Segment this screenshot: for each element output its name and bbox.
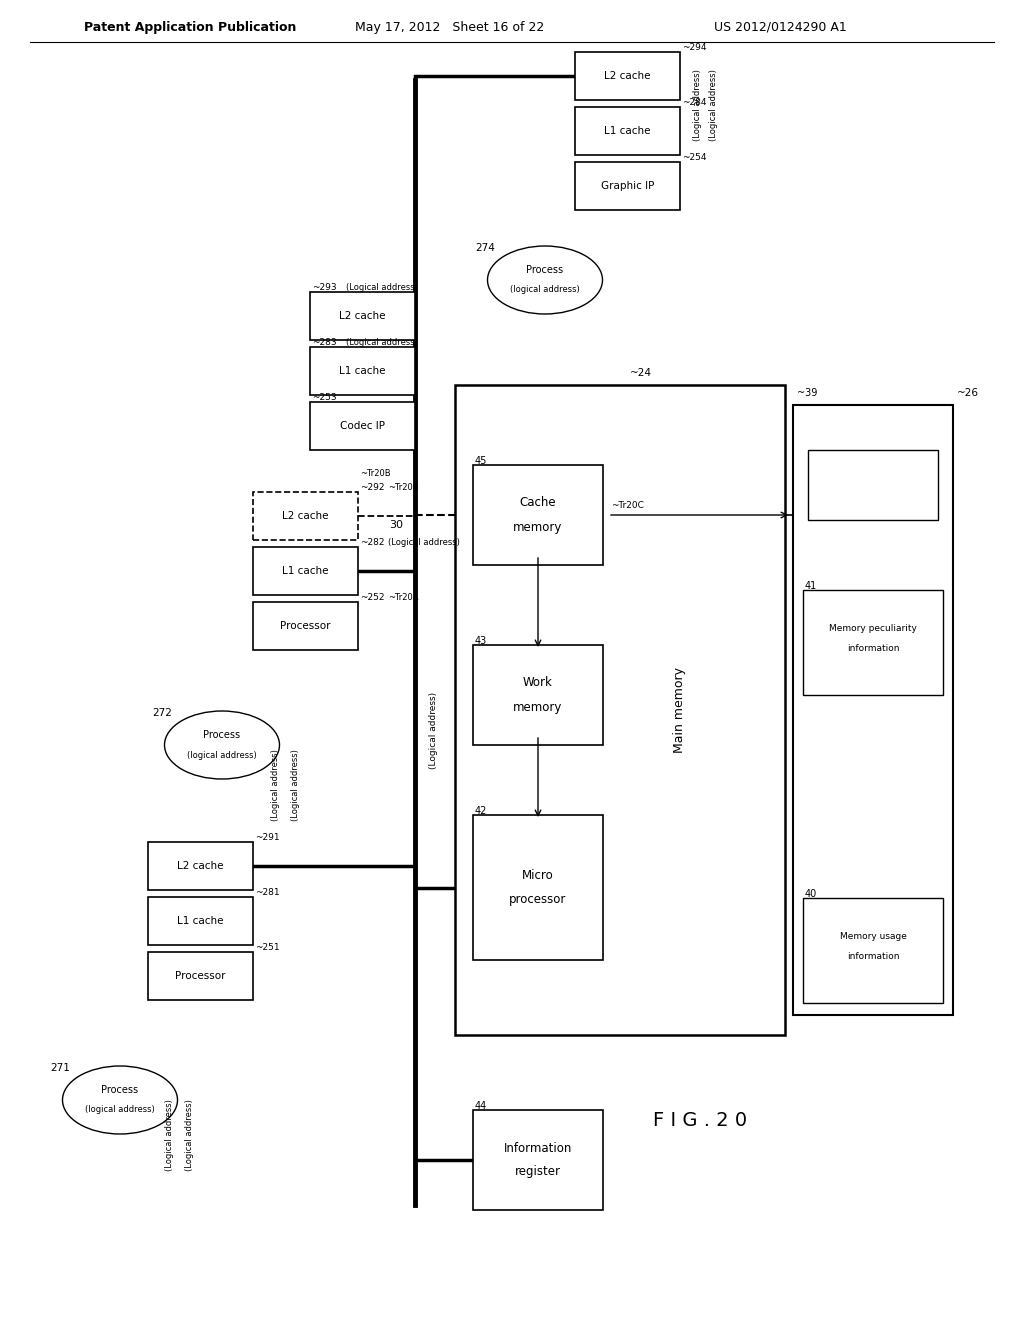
Text: L2 cache: L2 cache — [283, 511, 329, 521]
Text: ~Tr20B: ~Tr20B — [360, 469, 390, 478]
Text: (Logical address): (Logical address) — [388, 539, 460, 546]
Text: (Logical address): (Logical address) — [291, 748, 299, 821]
Text: Work: Work — [523, 676, 553, 689]
Text: 272: 272 — [152, 708, 172, 718]
Bar — [575, 107, 680, 154]
Text: ~251: ~251 — [255, 942, 280, 952]
Bar — [575, 162, 680, 210]
Bar — [808, 450, 938, 520]
Text: ~Tr20A: ~Tr20A — [388, 593, 419, 602]
Text: (logical address): (logical address) — [85, 1106, 155, 1114]
Text: Micro: Micro — [522, 869, 554, 882]
Text: Memory peculiarity: Memory peculiarity — [829, 624, 916, 634]
Text: May 17, 2012   Sheet 16 of 22: May 17, 2012 Sheet 16 of 22 — [355, 21, 545, 33]
Text: ~39: ~39 — [797, 388, 817, 399]
Bar — [310, 403, 415, 450]
Bar — [803, 898, 943, 1003]
Text: L1 cache: L1 cache — [604, 125, 650, 136]
Text: (Logical address): (Logical address) — [185, 1100, 195, 1171]
Text: L2 cache: L2 cache — [604, 71, 650, 81]
Text: Memory usage: Memory usage — [840, 932, 906, 941]
Bar — [310, 292, 415, 341]
Text: ~Tr20B: ~Tr20B — [388, 483, 419, 492]
Bar — [148, 952, 253, 1001]
Bar — [148, 842, 253, 890]
Text: (Logical address): (Logical address) — [166, 1100, 174, 1171]
Bar — [473, 465, 603, 565]
Text: Process: Process — [526, 265, 563, 275]
Bar — [803, 590, 943, 696]
Text: L1 cache: L1 cache — [283, 566, 329, 576]
Text: 43: 43 — [475, 636, 487, 645]
Text: L2 cache: L2 cache — [177, 861, 224, 871]
Text: Main memory: Main memory — [674, 667, 686, 752]
Text: 274: 274 — [475, 243, 495, 253]
Text: L1 cache: L1 cache — [339, 366, 386, 376]
Text: Patent Application Publication: Patent Application Publication — [84, 21, 296, 33]
Text: ~253: ~253 — [312, 393, 337, 403]
Text: register: register — [515, 1166, 561, 1179]
Text: L1 cache: L1 cache — [177, 916, 224, 927]
Text: ~292: ~292 — [360, 483, 384, 492]
Bar — [473, 1110, 603, 1210]
Text: 45: 45 — [475, 455, 487, 466]
Text: (Logical address): (Logical address) — [270, 748, 280, 821]
Bar — [455, 385, 785, 1035]
Bar — [793, 405, 953, 1015]
Text: ~291: ~291 — [255, 833, 280, 842]
Text: Process: Process — [101, 1085, 138, 1096]
Bar — [148, 898, 253, 945]
Text: ~294: ~294 — [682, 44, 707, 51]
Text: 44: 44 — [475, 1101, 487, 1111]
Text: (Logical address): (Logical address) — [693, 69, 702, 141]
Text: Cache: Cache — [520, 496, 556, 510]
Text: processor: processor — [509, 894, 566, 906]
Text: Information: Information — [504, 1142, 572, 1155]
Text: 271: 271 — [50, 1063, 70, 1073]
Text: Codec IP: Codec IP — [340, 421, 385, 432]
Bar — [473, 645, 603, 744]
Bar — [253, 492, 358, 540]
Text: F I G . 2 0: F I G . 2 0 — [653, 1110, 748, 1130]
Ellipse shape — [62, 1067, 177, 1134]
Text: 40: 40 — [805, 888, 817, 899]
Text: information: information — [847, 644, 899, 653]
Text: Process: Process — [204, 730, 241, 741]
Text: ~282: ~282 — [360, 539, 384, 546]
Text: ~281: ~281 — [255, 888, 280, 898]
Bar — [253, 546, 358, 595]
Text: memory: memory — [513, 520, 562, 533]
Ellipse shape — [165, 711, 280, 779]
Text: (Logical address): (Logical address) — [346, 338, 418, 347]
Bar — [575, 51, 680, 100]
Text: ~Tr20C: ~Tr20C — [611, 500, 644, 510]
Text: ~284: ~284 — [682, 98, 707, 107]
Text: Processor: Processor — [175, 972, 225, 981]
Bar — [253, 602, 358, 649]
Text: ~24: ~24 — [630, 368, 652, 378]
Text: 42: 42 — [475, 807, 487, 816]
Text: ~254: ~254 — [682, 153, 707, 162]
Text: ~283: ~283 — [312, 338, 337, 347]
Text: (logical address): (logical address) — [510, 285, 580, 294]
Ellipse shape — [487, 246, 602, 314]
Text: Graphic IP: Graphic IP — [601, 181, 654, 191]
Text: (logical address): (logical address) — [187, 751, 257, 759]
Text: (Logical address): (Logical address) — [710, 69, 719, 141]
Text: (Logical address): (Logical address) — [346, 282, 418, 292]
Text: ~293: ~293 — [312, 282, 337, 292]
Text: information: information — [847, 952, 899, 961]
Text: (Logical address): (Logical address) — [428, 692, 437, 768]
Bar — [310, 347, 415, 395]
Text: Processor: Processor — [281, 620, 331, 631]
Text: 30: 30 — [389, 520, 403, 531]
Text: 41: 41 — [805, 581, 817, 591]
Text: ~252: ~252 — [360, 593, 384, 602]
Text: memory: memory — [513, 701, 562, 714]
Bar — [473, 814, 603, 960]
Text: US 2012/0124290 A1: US 2012/0124290 A1 — [714, 21, 847, 33]
Text: L2 cache: L2 cache — [339, 312, 386, 321]
Text: ~26: ~26 — [957, 388, 979, 399]
